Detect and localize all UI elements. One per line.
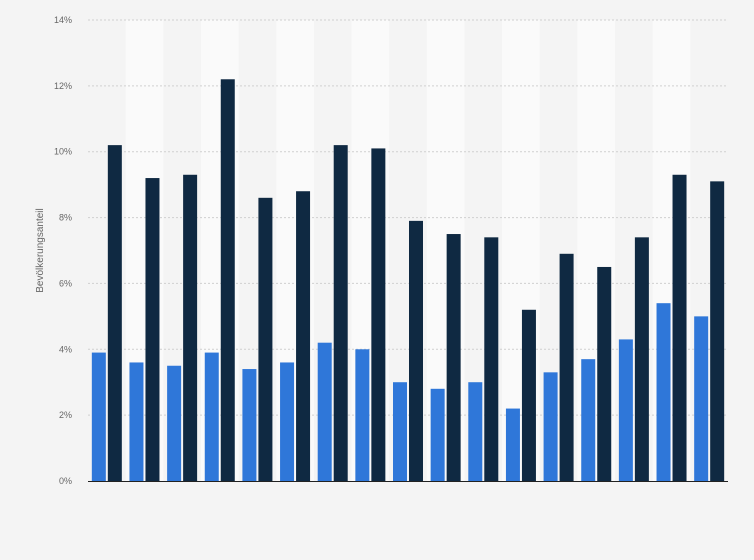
bar[interactable] bbox=[409, 220, 423, 481]
bar[interactable] bbox=[468, 382, 483, 481]
bar[interactable] bbox=[258, 197, 273, 482]
bar[interactable] bbox=[280, 362, 295, 481]
bar[interactable] bbox=[597, 266, 612, 481]
y-tick-label: 14% bbox=[54, 15, 72, 25]
bar[interactable] bbox=[521, 309, 536, 481]
bar[interactable] bbox=[618, 339, 633, 481]
bar[interactable] bbox=[167, 365, 182, 481]
bar[interactable] bbox=[183, 174, 198, 481]
bar[interactable] bbox=[694, 316, 709, 481]
bar[interactable] bbox=[296, 191, 311, 481]
bar[interactable] bbox=[371, 148, 386, 481]
bar[interactable] bbox=[505, 408, 520, 481]
bar[interactable] bbox=[107, 145, 122, 481]
bar[interactable] bbox=[672, 174, 687, 481]
y-axis-title: Bevölkerungsanteil bbox=[35, 208, 46, 293]
bar[interactable] bbox=[145, 178, 160, 482]
bars bbox=[91, 79, 725, 482]
bar[interactable] bbox=[581, 359, 596, 481]
y-tick-label: 10% bbox=[54, 147, 72, 157]
bar[interactable] bbox=[333, 145, 348, 481]
bar[interactable] bbox=[242, 369, 257, 481]
bar[interactable] bbox=[129, 362, 144, 481]
bar[interactable] bbox=[543, 372, 558, 481]
y-tick-label: 0% bbox=[59, 476, 72, 486]
y-tick-label: 2% bbox=[59, 410, 72, 420]
y-tick-label: 8% bbox=[59, 213, 72, 223]
bar[interactable] bbox=[446, 234, 461, 481]
bar[interactable] bbox=[484, 237, 499, 481]
y-tick-label: 6% bbox=[59, 278, 72, 288]
bar[interactable] bbox=[710, 181, 725, 481]
bar[interactable] bbox=[355, 349, 370, 481]
bar[interactable] bbox=[559, 253, 574, 481]
y-axis-ticks: 0% 2% 4% 6% 8% 10% 12% 14% bbox=[54, 15, 72, 486]
bar[interactable] bbox=[634, 237, 649, 481]
bar[interactable] bbox=[91, 352, 106, 481]
y-tick-label: 4% bbox=[59, 344, 72, 354]
bar[interactable] bbox=[220, 79, 235, 482]
bar[interactable] bbox=[656, 303, 671, 481]
bar[interactable] bbox=[317, 342, 332, 481]
bar[interactable] bbox=[430, 388, 445, 481]
y-tick-label: 12% bbox=[54, 81, 72, 91]
bar[interactable] bbox=[204, 352, 219, 481]
bar[interactable] bbox=[393, 382, 407, 481]
